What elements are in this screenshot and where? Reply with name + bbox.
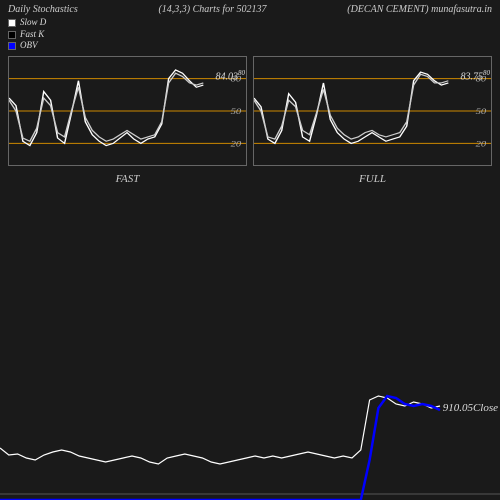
legend-slow-d: Slow D <box>8 17 492 29</box>
close-label: 910.05Close <box>443 402 498 414</box>
fast-value-tag: 84.0380 <box>214 69 248 82</box>
fast-panel: 205080 84.0380 <box>8 56 247 166</box>
legend-fast-k: Fast K <box>8 29 492 41</box>
swatch-icon <box>8 31 16 39</box>
panel-labels: FAST FULL <box>0 170 500 185</box>
svg-text:50: 50 <box>476 107 487 117</box>
legend-obv: OBV <box>8 40 492 52</box>
params-text: (14,3,3) Charts for 502137 <box>158 4 266 15</box>
stoch-panels: 205080 84.0380 205080 83.7580 <box>0 52 500 170</box>
legend-label: OBV <box>20 40 38 52</box>
svg-text:20: 20 <box>231 139 242 149</box>
main-price-chart: 910.05Close <box>0 200 500 500</box>
chart-header: Daily Stochastics (14,3,3) Charts for 50… <box>0 0 500 17</box>
svg-text:20: 20 <box>476 139 487 149</box>
legend: Slow D Fast K OBV <box>0 17 500 52</box>
legend-label: Slow D <box>20 17 46 29</box>
full-label: FULL <box>253 173 492 185</box>
fast-label: FAST <box>8 173 247 185</box>
legend-label: Fast K <box>20 29 44 41</box>
full-value-tag: 83.7580 <box>459 69 493 82</box>
svg-text:50: 50 <box>231 107 242 117</box>
swatch-icon <box>8 42 16 50</box>
title-text: Daily Stochastics <box>8 4 78 15</box>
swatch-icon <box>8 19 16 27</box>
source-text: (DECAN CEMENT) munafasutra.in <box>347 4 492 15</box>
full-panel: 205080 83.7580 <box>253 56 492 166</box>
